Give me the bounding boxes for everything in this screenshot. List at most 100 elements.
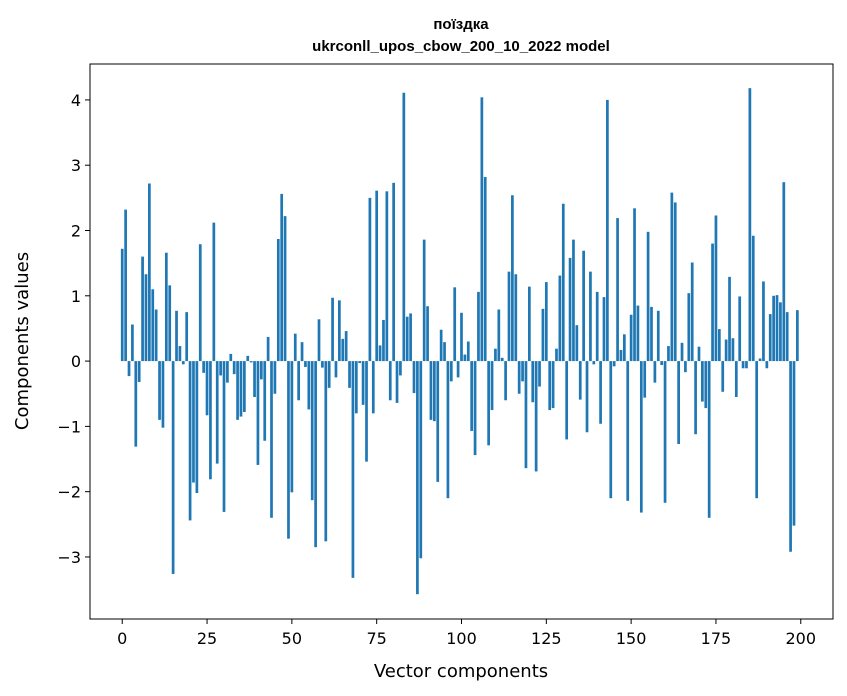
bar: [483, 176, 487, 362]
bar: [704, 361, 708, 409]
bar: [779, 302, 782, 362]
plot-frame: [89, 63, 834, 620]
bar: [646, 231, 650, 362]
bar: [168, 285, 172, 362]
bar: [144, 274, 148, 362]
bar: [416, 361, 419, 595]
bar: [341, 338, 345, 362]
x-tick-label: 175: [701, 629, 732, 648]
bar: [134, 361, 138, 447]
bar: [772, 295, 775, 362]
bar: [653, 361, 657, 383]
bar: [765, 361, 769, 369]
bar: [578, 361, 582, 400]
bar: [175, 310, 178, 362]
bar: [609, 361, 613, 499]
bar: [694, 361, 697, 435]
chart-title-line1: поїздка: [433, 16, 489, 33]
bar: [419, 361, 423, 559]
x-axis-label: Vector components: [374, 661, 548, 682]
chart-title-line2: ukrconll_upos_cbow_200_10_2022 model: [312, 38, 610, 55]
bar: [748, 88, 752, 362]
bar: [612, 361, 616, 367]
bar: [541, 308, 545, 362]
bar: [738, 296, 742, 362]
bar: [273, 361, 277, 394]
bar: [300, 342, 304, 362]
bar: [500, 357, 504, 362]
bar: [375, 190, 379, 362]
bar: [768, 314, 772, 362]
bar: [321, 361, 324, 368]
bar: [354, 361, 358, 414]
bar: [592, 361, 596, 365]
bar: [433, 361, 436, 422]
bar: [497, 309, 501, 362]
bar: [426, 306, 429, 362]
bar: [293, 333, 297, 362]
bar: [446, 361, 450, 499]
bar: [660, 361, 664, 366]
bar: [731, 338, 735, 362]
y-tick-label: 3: [71, 156, 81, 175]
bar: [521, 361, 524, 382]
bar: [728, 276, 731, 362]
bar: [195, 361, 199, 493]
y-tick-label: 4: [71, 91, 81, 110]
bar: [249, 361, 253, 363]
bar: [124, 209, 127, 362]
bar: [392, 182, 395, 362]
x-tick-label: 150: [616, 629, 647, 648]
bar: [572, 239, 575, 362]
bar: [751, 235, 755, 362]
bar: [226, 361, 229, 383]
bar: [361, 361, 365, 405]
bar: [253, 361, 256, 397]
bar: [331, 297, 334, 362]
bar: [524, 361, 528, 469]
bar: [198, 244, 202, 362]
bar: [758, 358, 762, 362]
bar: [192, 361, 195, 483]
bar: [477, 291, 480, 362]
bar: [473, 361, 477, 456]
bar: [222, 361, 226, 512]
bar: [436, 361, 440, 482]
bar: [283, 216, 287, 362]
bar: [314, 361, 317, 548]
bar: [792, 361, 796, 526]
bar: [131, 324, 134, 362]
bar: [412, 361, 416, 394]
bar: [551, 361, 555, 409]
bar: [215, 361, 219, 464]
bar: [639, 361, 643, 513]
bar: [327, 361, 331, 388]
bar: [504, 361, 507, 401]
bar: [246, 355, 250, 362]
bar: [622, 334, 626, 362]
y-tick-label: 1: [71, 287, 81, 306]
bar: [402, 92, 406, 362]
bar: [595, 291, 599, 362]
x-tick-label: 200: [785, 629, 816, 648]
bar: [290, 361, 294, 493]
x-tick-label: 75: [367, 629, 387, 648]
bar: [178, 346, 182, 362]
x-tick-label: 50: [282, 629, 302, 648]
x-tick-label: 100: [446, 629, 477, 648]
bar: [785, 312, 789, 362]
bar: [239, 361, 243, 417]
bar: [334, 361, 338, 378]
bar: [490, 361, 494, 411]
bar: [460, 312, 463, 362]
bar: [141, 256, 144, 362]
bar: [741, 361, 745, 369]
bar: [266, 336, 270, 362]
bar: [181, 361, 185, 365]
bar: [701, 361, 704, 402]
bar: [154, 309, 158, 362]
bar: [650, 306, 653, 362]
bar: [304, 361, 307, 367]
bar: [582, 250, 585, 362]
bar: [456, 361, 460, 378]
